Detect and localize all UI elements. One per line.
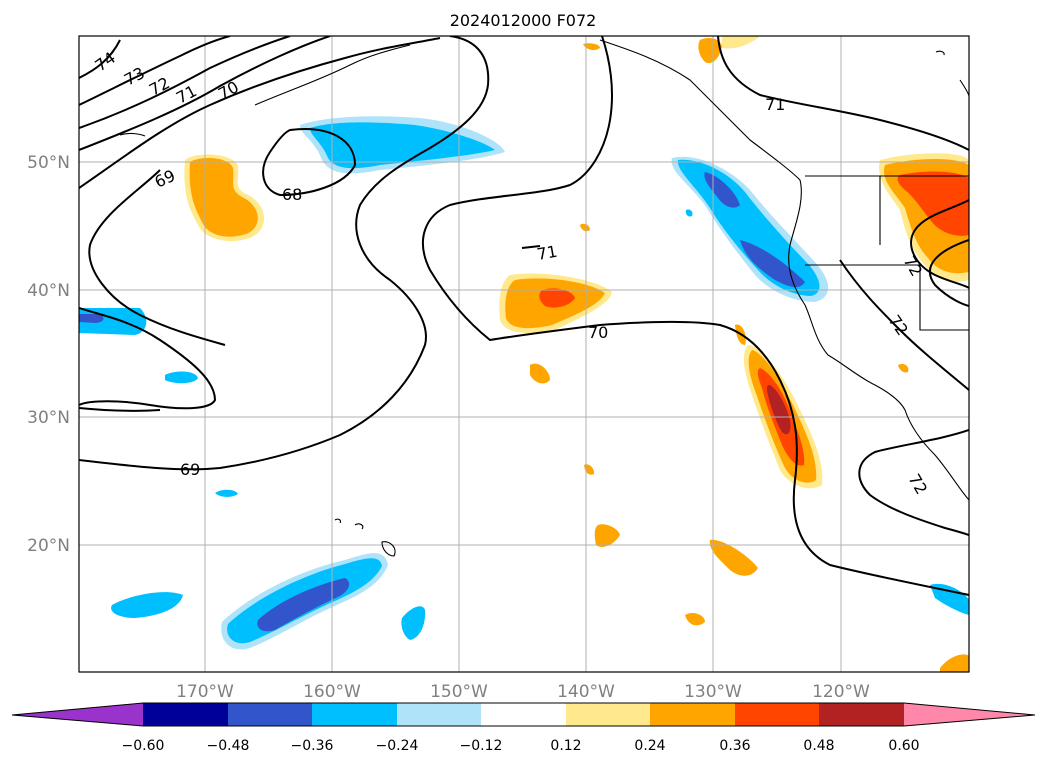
colorbar-bin-5 — [481, 703, 566, 726]
contour-label-68: 68 — [282, 185, 302, 204]
colorbar-tick-label: 0.24 — [634, 738, 665, 754]
positive-anomaly-small6 — [685, 612, 705, 626]
contour-label-71-central: 71 — [535, 242, 558, 264]
colorbar-bin-9 — [819, 703, 904, 726]
contour-72 — [79, 36, 291, 129]
colorbar-tick-label: −0.60 — [122, 738, 165, 754]
positive-anomaly-small9 — [722, 36, 760, 49]
colorbar-tick-label: 0.48 — [803, 738, 834, 754]
contour-71 — [79, 36, 331, 151]
lon-label-160w: 160°W — [303, 682, 361, 702]
colorbar-tick-label: 0.12 — [550, 738, 581, 754]
positive-anomaly-small11 — [580, 223, 590, 232]
positive-anomaly-small1 — [530, 363, 550, 384]
colorbar-tick-label: −0.48 — [207, 738, 250, 754]
colorbar-bin-6 — [566, 703, 650, 726]
colorbar-bin-4 — [397, 703, 481, 726]
contour-72-ne — [910, 199, 969, 289]
negative-anomaly-south2 — [401, 606, 426, 640]
contour-71-ne — [717, 36, 969, 151]
negative-anomaly-south4 — [930, 583, 969, 615]
lon-label-120w: 120°W — [812, 682, 870, 702]
contour-73-ne — [928, 239, 969, 307]
colorbar-bin-2 — [228, 703, 312, 726]
colorbar-tick-label: −0.12 — [460, 738, 503, 754]
positive-anomaly-central-peak — [539, 288, 575, 308]
contour-label-69-south: 69 — [180, 460, 200, 479]
contour-label-70-central: 70 — [588, 323, 608, 342]
contour-70 — [79, 37, 441, 189]
positive-anomaly-small10 — [583, 43, 600, 51]
positive-anomaly-small7 — [940, 654, 969, 672]
negative-anomaly-south3 — [215, 489, 238, 497]
negative-anomaly-coastal-peak2 — [740, 240, 805, 288]
colorbar: −0.60 −0.48 −0.36 −0.24 −0.12 0.12 0.24 … — [11, 702, 1036, 754]
colorbar-tick-label: 0.36 — [719, 738, 750, 754]
map-title: 2024012000 F072 — [450, 11, 597, 30]
contour-72-se — [839, 259, 969, 391]
contour-71-central — [521, 245, 541, 249]
contour-69-s — [79, 407, 161, 412]
colorbar-tick-label: −0.24 — [376, 738, 419, 754]
lat-label-50n: 50°N — [27, 153, 70, 173]
colorbar-outline — [11, 702, 1036, 727]
positive-anomaly-west-core — [189, 158, 258, 237]
lat-label-20n: 20°N — [27, 536, 70, 556]
colorbar-overflow — [904, 703, 1035, 726]
colorbar-bin-3 — [312, 703, 397, 726]
lon-label-130w: 130°W — [684, 682, 742, 702]
negative-anomaly-small5 — [685, 209, 693, 217]
contour-72-s — [858, 429, 969, 536]
latitude-labels: 50°N 40°N 30°N 20°N — [27, 153, 70, 556]
longitude-labels: 170°W 160°W 150°W 140°W 130°W 120°W — [176, 682, 870, 702]
negative-anomaly-small — [165, 371, 198, 384]
lat-label-40n: 40°N — [27, 281, 70, 301]
positive-anomaly-small4 — [584, 464, 595, 475]
colorbar-bin-7 — [650, 703, 735, 726]
colorbar-underflow — [12, 703, 143, 726]
positive-anomaly-small2 — [594, 524, 620, 547]
lon-label-150w: 150°W — [430, 682, 488, 702]
gridlines — [79, 36, 969, 672]
contour-69b — [88, 169, 226, 346]
colorbar-tick-label: 0.60 — [888, 738, 919, 754]
contour-71-main — [421, 36, 969, 596]
positive-anomaly-small12 — [898, 363, 909, 373]
colorbar-bin-8 — [735, 703, 819, 726]
contour-69 — [79, 307, 217, 410]
contour-74 — [79, 39, 121, 79]
colorbar-bin-1 — [143, 703, 228, 726]
contour-73 — [79, 36, 231, 106]
lon-label-140w: 140°W — [557, 682, 615, 702]
negative-anomaly-south1 — [111, 592, 183, 618]
lon-label-170w: 170°W — [176, 682, 234, 702]
positive-anomaly-coastal-south-peak — [766, 384, 791, 435]
height-contours — [79, 36, 969, 596]
map-frame — [78, 35, 970, 673]
positive-anomaly-inland-peak — [897, 171, 969, 236]
colorbar-ticks: −0.60 −0.48 −0.36 −0.24 −0.12 0.12 0.24 … — [122, 738, 920, 754]
negative-anomaly-far-west-core — [79, 314, 104, 323]
positive-anomaly-small8 — [698, 38, 722, 64]
negative-anomaly-north-core — [310, 122, 495, 169]
negative-anomaly-hawaii-peak — [257, 578, 350, 632]
colorbar-tick-label: −0.36 — [291, 738, 334, 754]
contour-68 — [262, 128, 357, 197]
map-area: 74 73 72 71 70 69 68 71 70 69 71 72 72 7… — [79, 36, 969, 672]
contour-label-71-ne: 71 — [765, 95, 785, 114]
positive-anomaly-small3 — [709, 539, 758, 576]
contour-70-main — [79, 36, 490, 471]
lat-label-30n: 30°N — [27, 408, 70, 428]
